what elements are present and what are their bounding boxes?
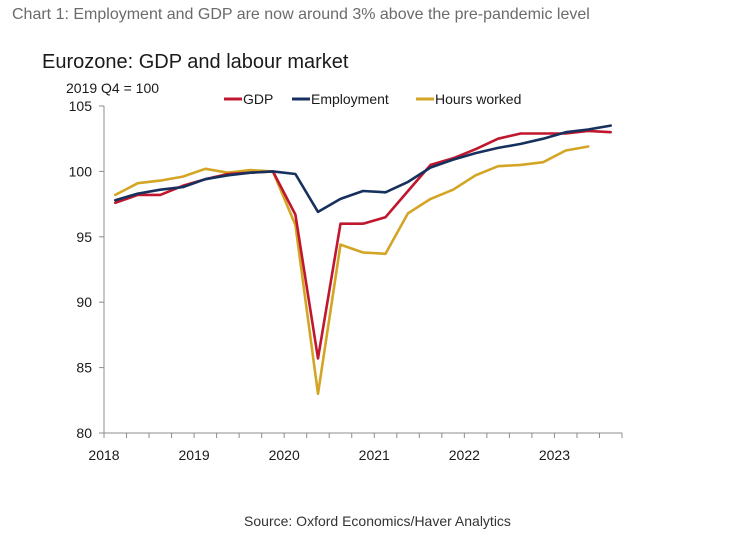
chart-title: Eurozone: GDP and labour market: [42, 51, 349, 73]
y-tick-label: 90: [76, 294, 92, 310]
y-tick-label: 95: [76, 229, 92, 245]
y-tick-label: 80: [76, 425, 92, 441]
legend-label-hours-worked: Hours worked: [435, 91, 521, 107]
y-tick-label: 85: [76, 360, 92, 376]
series-line-hours-worked: [114, 145, 590, 396]
source-note: Source: Oxford Economics/Haver Analytics: [244, 513, 511, 529]
chart-caption: Chart 1: Employment and GDP are now arou…: [12, 6, 590, 23]
x-year-label: 2023: [539, 447, 570, 463]
x-year-label: 2018: [88, 447, 119, 463]
x-year-label: 2022: [449, 447, 480, 463]
x-year-label: 2021: [359, 447, 390, 463]
series-lines: [114, 124, 613, 396]
legend: GDP Employment Hours worked: [224, 91, 521, 107]
legend-label-gdp: GDP: [243, 91, 273, 107]
series-line-employment: [114, 124, 613, 214]
x-year-label: 2019: [179, 447, 210, 463]
series-line-gdp: [114, 129, 613, 360]
y-tick-label: 105: [69, 98, 93, 114]
axes: 80 85 90 95 100 105 2018 2019 2020 2021 2022 2023: [69, 98, 623, 463]
y-axis-unit-label: 2019 Q4 = 100: [66, 80, 159, 96]
x-year-label: 2020: [269, 447, 300, 463]
line-chart: Eurozone: GDP and labour market 2019 Q4 …: [42, 51, 623, 463]
y-tick-label: 100: [69, 163, 93, 179]
legend-label-employment: Employment: [311, 91, 389, 107]
